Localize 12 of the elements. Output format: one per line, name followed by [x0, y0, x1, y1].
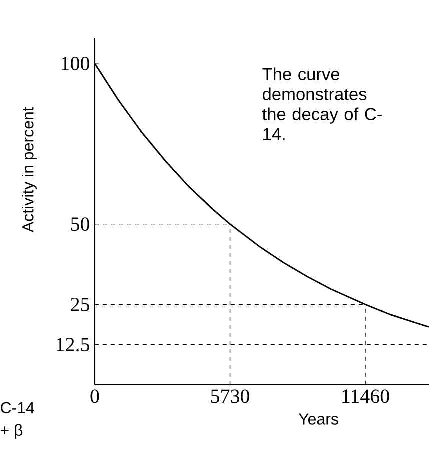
y-axis-title: Activity in percent — [22, 107, 37, 233]
y-tick-label: 50 — [71, 218, 90, 232]
text: C-14 — [1, 402, 34, 414]
x-tick-label: 0 — [90, 390, 100, 404]
annotation: The curve demonstrates the decay of C-14. — [262, 68, 382, 140]
y-tick-label: 100 — [62, 56, 90, 70]
y-tick-label: 25 — [71, 298, 90, 312]
x-tick-label: 11460 — [342, 390, 390, 404]
y-tick-label: 12.5 — [57, 338, 90, 352]
x-tick-label: 5730 — [211, 390, 250, 404]
x-axis-title: Years — [298, 414, 338, 425]
text: + β — [1, 424, 23, 440]
